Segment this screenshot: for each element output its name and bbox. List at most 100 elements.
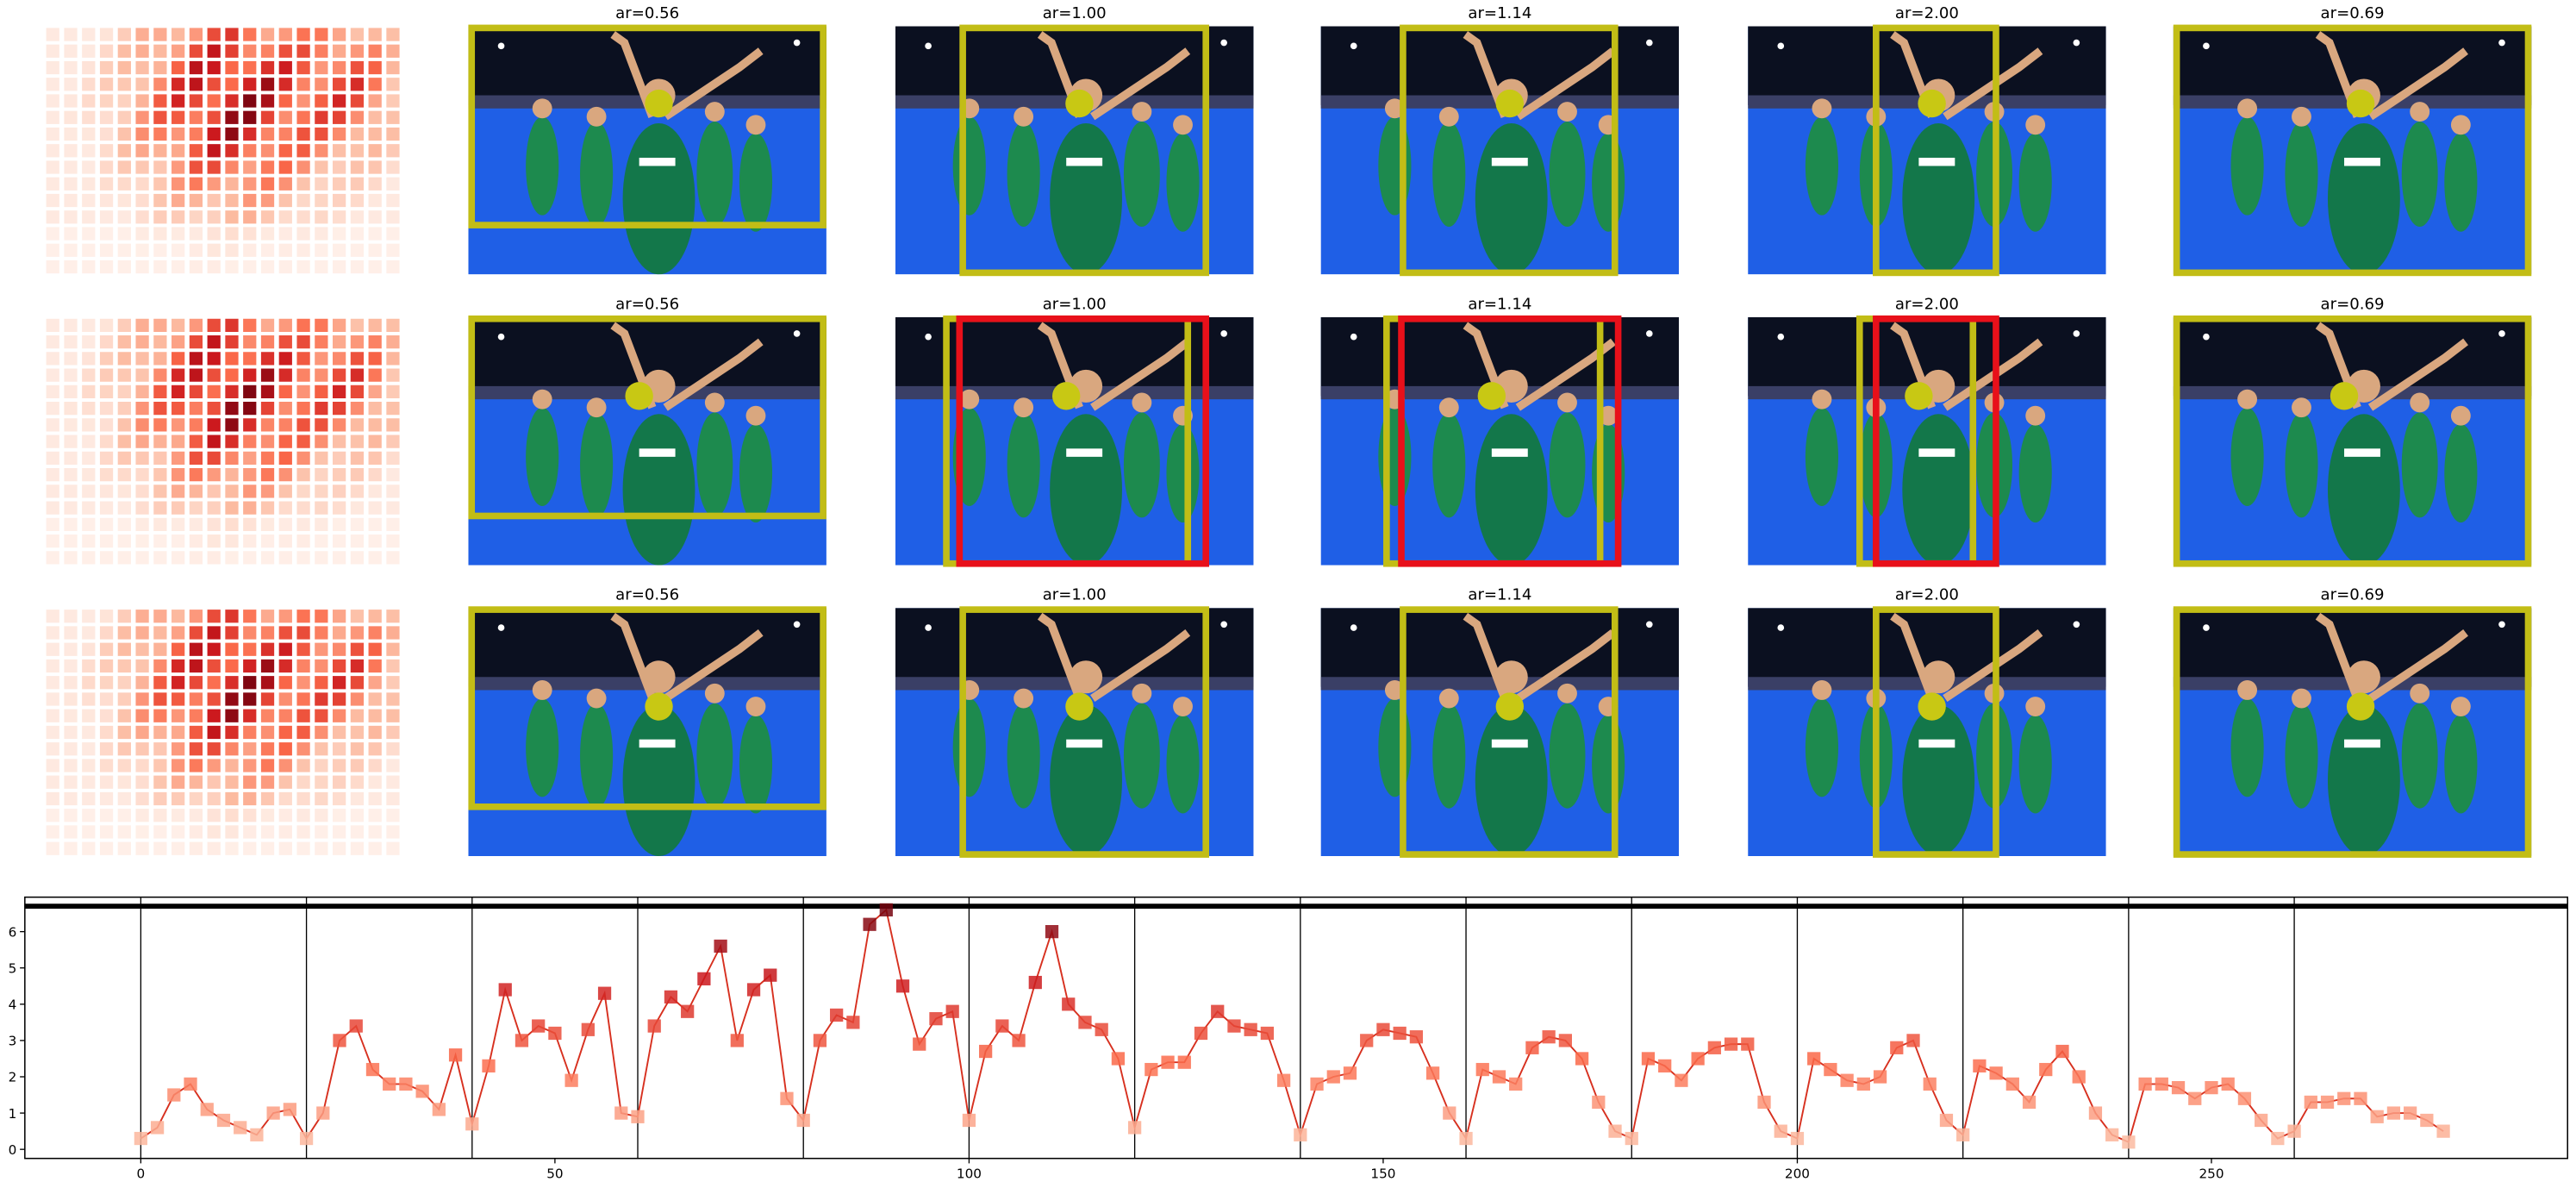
heat-cell xyxy=(135,501,149,515)
point-marker xyxy=(2420,1113,2434,1128)
heat-cell xyxy=(225,551,239,565)
heat-cell xyxy=(243,127,257,141)
heatmap xyxy=(46,610,400,855)
crop-box xyxy=(959,606,1210,858)
heat-cell xyxy=(225,742,239,756)
heat-cell xyxy=(153,318,167,333)
point-marker xyxy=(1625,1131,1638,1146)
heat-cell xyxy=(333,110,346,124)
point-marker xyxy=(1425,1066,1440,1080)
heat-cell xyxy=(135,485,149,498)
heat-cell xyxy=(243,28,257,41)
heat-cell xyxy=(296,160,310,174)
heat-cell xyxy=(386,144,400,158)
heat-cell xyxy=(386,676,400,690)
heat-cell xyxy=(260,485,275,498)
heat-cell xyxy=(296,451,310,466)
focus-dot xyxy=(645,692,673,721)
heat-cell xyxy=(225,144,239,158)
heat-cell xyxy=(260,809,275,822)
heat-cell xyxy=(172,335,185,349)
heat-cell xyxy=(278,435,292,448)
point-marker xyxy=(2271,1131,2285,1146)
heat-cell xyxy=(333,210,346,224)
heat-cell xyxy=(207,659,221,673)
heat-cell xyxy=(135,692,149,706)
heat-cell xyxy=(386,227,400,241)
heat-cell xyxy=(99,259,114,274)
heat-cell xyxy=(296,402,310,416)
heat-cell xyxy=(46,127,59,141)
heat-cell xyxy=(189,759,203,772)
y-tick-label: 4 xyxy=(9,997,17,1013)
heat-cell xyxy=(296,210,310,224)
heat-cell xyxy=(189,551,203,565)
heat-cell xyxy=(153,775,167,789)
heat-cell xyxy=(296,60,310,75)
heat-cell xyxy=(207,227,221,241)
focus-dot xyxy=(1905,382,1933,410)
heat-cell xyxy=(315,243,328,257)
heat-cell xyxy=(315,210,328,224)
heat-cell xyxy=(225,759,239,772)
heat-cell xyxy=(315,626,328,640)
heat-cell xyxy=(99,402,114,416)
heat-cell xyxy=(260,659,275,673)
heat-cell xyxy=(368,626,382,640)
heat-cell xyxy=(64,418,78,432)
heat-cell xyxy=(135,418,149,432)
heat-cell xyxy=(153,110,167,124)
heat-cell xyxy=(207,676,221,690)
heat-cell xyxy=(64,335,78,349)
heat-cell xyxy=(117,44,131,58)
panel-grid: ar=0.56 ar=1.00 ar=1.14 ar=2.00 ar=0.69 ar=0.… xyxy=(46,4,2532,858)
heat-cell xyxy=(207,435,221,448)
heat-cell xyxy=(46,725,59,740)
x-tick-label: 50 xyxy=(546,1166,563,1182)
heat-cell xyxy=(225,485,239,498)
heat-cell xyxy=(278,775,292,789)
heat-cell xyxy=(368,485,382,498)
heat-cell xyxy=(153,825,167,839)
heat-cell xyxy=(189,676,203,690)
heat-cell xyxy=(333,775,346,789)
heat-cell xyxy=(82,110,96,124)
heat-cell xyxy=(153,517,167,532)
panel-title: ar=1.14 xyxy=(1468,586,1531,604)
heat-cell xyxy=(333,825,346,839)
point-marker xyxy=(383,1077,396,1091)
heat-cell xyxy=(333,517,346,532)
heat-cell xyxy=(386,468,400,482)
heat-cell xyxy=(243,210,257,224)
heat-cell xyxy=(153,451,167,466)
crop-box xyxy=(2173,606,2532,858)
heat-cell xyxy=(315,435,328,448)
heat-cell xyxy=(386,335,400,349)
heat-cell xyxy=(296,127,310,141)
heat-cell xyxy=(368,110,382,124)
point-marker xyxy=(764,968,777,982)
heat-cell xyxy=(172,468,185,482)
focus-dot xyxy=(2346,692,2375,721)
heat-cell xyxy=(117,841,131,855)
heat-cell xyxy=(368,725,382,740)
heat-cell xyxy=(225,227,239,241)
heat-cell xyxy=(368,227,382,241)
heat-cell xyxy=(260,709,275,722)
heat-cell xyxy=(117,243,131,257)
heat-cell xyxy=(82,501,96,515)
heat-cell xyxy=(315,841,328,855)
heat-cell xyxy=(225,809,239,822)
heat-cell xyxy=(46,60,59,75)
heat-cell xyxy=(368,517,382,532)
heat-cell xyxy=(296,676,310,690)
heat-cell xyxy=(350,725,365,740)
point-marker xyxy=(2221,1077,2235,1091)
heat-cell xyxy=(117,177,131,191)
heat-cell xyxy=(243,144,257,158)
heat-cell xyxy=(350,841,365,855)
heat-cell xyxy=(46,468,59,482)
heat-cell xyxy=(315,259,328,274)
heat-cell xyxy=(333,144,346,158)
crop-box xyxy=(2173,24,2532,277)
